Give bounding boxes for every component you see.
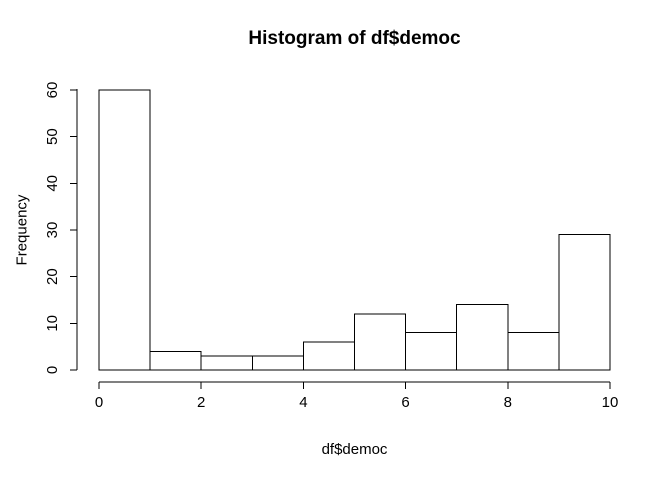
histogram-bar <box>200 355 253 371</box>
x-axis-tick-label: 10 <box>602 394 619 411</box>
histogram-bar <box>354 313 407 371</box>
histogram-bar <box>98 89 151 371</box>
y-axis-tick-label: 50 <box>44 128 61 145</box>
histogram-bar <box>302 341 355 371</box>
y-axis-tick-label: 10 <box>44 315 61 332</box>
y-axis-tick-label: 60 <box>44 82 61 99</box>
y-axis-tick-label: 0 <box>44 366 61 374</box>
chart-title: Histogram of df$democ <box>248 28 461 49</box>
y-axis-tick-label: 30 <box>44 222 61 239</box>
histogram-bar <box>507 332 560 371</box>
y-axis-tick-label: 20 <box>44 268 61 285</box>
y-axis-tick-label: 40 <box>44 175 61 192</box>
histogram-bar <box>149 350 202 371</box>
y-axis-label: Frequency <box>13 194 31 266</box>
x-axis-tick-label: 4 <box>299 394 307 411</box>
x-axis-tick-label: 8 <box>504 394 512 411</box>
x-axis-tick-label: 6 <box>401 394 409 411</box>
x-axis-label: df$democ <box>321 441 388 458</box>
histogram-bar <box>251 355 304 371</box>
x-axis-tick-label: 0 <box>95 394 103 411</box>
histogram-bar <box>456 304 509 371</box>
histogram-bar <box>405 332 458 371</box>
x-axis-tick-label: 2 <box>197 394 205 411</box>
histogram-bar <box>558 234 611 371</box>
